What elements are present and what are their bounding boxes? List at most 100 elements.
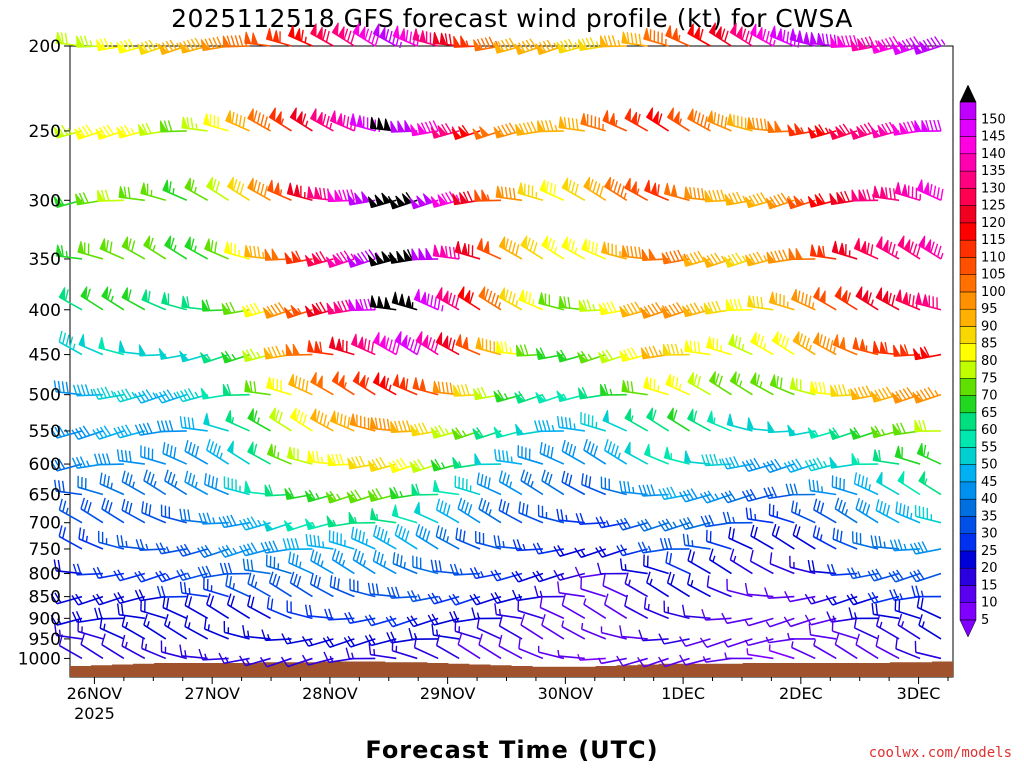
wind-barb — [897, 613, 921, 640]
wind-barb — [723, 638, 753, 648]
wind-barb — [369, 508, 397, 524]
wind-barb — [226, 593, 251, 620]
wind-barb — [604, 176, 628, 201]
wind-barb — [812, 287, 837, 311]
wind-barb — [804, 593, 837, 605]
colorbar-label: 45 — [981, 475, 998, 490]
wind-barb — [871, 602, 900, 620]
wind-barb — [289, 407, 313, 432]
wind-barb — [435, 498, 460, 524]
wind-barb — [624, 594, 649, 620]
wind-barb — [412, 28, 439, 47]
wind-barb — [679, 636, 711, 647]
wind-barb — [619, 558, 648, 575]
wind-barb — [474, 453, 502, 466]
wind-barb — [179, 581, 208, 598]
wind-barb — [244, 31, 271, 47]
wind-barb — [331, 22, 356, 47]
wind-barb — [643, 376, 669, 396]
wind-barb — [517, 182, 544, 202]
wind-barb — [113, 424, 146, 439]
wind-barb — [603, 593, 628, 620]
wind-barb — [97, 189, 124, 202]
wind-barb — [53, 479, 83, 496]
wind-barb — [643, 597, 669, 620]
wind-barb — [870, 121, 900, 139]
wind-barb — [242, 625, 271, 640]
wind-barb — [517, 599, 544, 620]
wind-barb — [225, 110, 250, 132]
wind-barb — [537, 645, 565, 660]
wind-barb — [469, 593, 502, 606]
wind-barb — [828, 123, 858, 140]
wind-barb — [915, 292, 942, 311]
wind-barb — [77, 241, 104, 260]
wind-barb — [831, 240, 858, 260]
wind-barb — [373, 524, 397, 550]
wind-barb — [352, 22, 380, 47]
wind-barb — [476, 238, 502, 260]
wind-barb — [595, 516, 627, 529]
wind-barb — [286, 600, 313, 620]
wind-barb — [768, 644, 795, 660]
wind-barb — [285, 343, 313, 356]
wind-barb — [140, 445, 167, 465]
wind-barb — [532, 542, 565, 555]
wind-barb — [771, 331, 795, 356]
wind-barb — [493, 535, 523, 550]
wind-barb — [600, 383, 627, 396]
wind-barb — [596, 562, 627, 575]
wind-barb — [597, 657, 627, 665]
wind-barb — [121, 614, 146, 640]
wind-barb — [432, 31, 460, 47]
wind-barb — [427, 613, 460, 626]
wind-barb — [244, 380, 271, 396]
wind-barb — [304, 301, 334, 318]
wind-barb — [875, 499, 900, 524]
wind-barb — [349, 578, 376, 598]
wind-barb — [162, 442, 188, 465]
wind-barb — [729, 371, 753, 396]
wind-barb — [225, 410, 250, 432]
wind-barb — [520, 613, 544, 640]
colorbar-label: 25 — [981, 544, 998, 559]
y-tick-label: 200 — [29, 37, 61, 57]
colorbar-swatch — [959, 481, 977, 500]
y-tick-label: 450 — [29, 346, 61, 366]
wind-barb — [55, 244, 83, 260]
wind-barb — [912, 346, 942, 361]
y-tick-label: 550 — [29, 422, 61, 442]
wind-barb — [665, 551, 690, 575]
wind-barb — [665, 25, 690, 47]
wind-barbs — [50, 22, 946, 668]
x-tick-label: 30NOV — [538, 684, 594, 703]
wind-barb — [259, 656, 292, 668]
wind-barb — [116, 449, 145, 465]
wind-barb — [58, 498, 83, 524]
wind-barb — [867, 591, 900, 604]
wind-barb — [744, 617, 774, 627]
wind-barb — [410, 120, 439, 137]
wind-barb — [745, 507, 774, 524]
wind-barb — [218, 652, 250, 665]
wind-barb — [679, 517, 711, 531]
wind-barb — [687, 23, 711, 47]
colorbar-swatch — [959, 205, 977, 224]
wind-barb — [575, 512, 606, 525]
wind-barb — [638, 484, 669, 497]
wind-barb — [101, 633, 125, 660]
wind-barb — [329, 410, 355, 432]
wind-barb — [268, 571, 292, 598]
wind-barb — [203, 412, 229, 432]
wind-barb — [478, 633, 502, 660]
chart-title: 2025112518 GFS forecast wind profile (kt… — [171, 4, 853, 33]
wind-barb — [687, 371, 711, 396]
colorbar-label: 75 — [981, 371, 998, 386]
wind-barb — [768, 291, 795, 311]
wind-barb — [853, 238, 879, 260]
x-tick-label: 26NOV — [67, 684, 123, 703]
wind-barb — [498, 236, 523, 260]
wind-barb — [785, 483, 816, 496]
wind-barb — [162, 596, 188, 620]
